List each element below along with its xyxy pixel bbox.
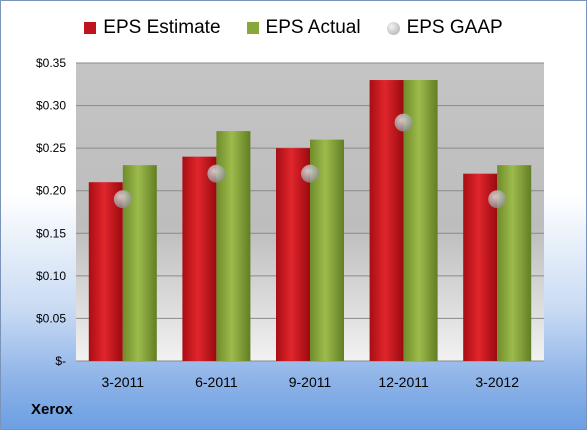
- legend-label-actual: EPS Actual: [265, 17, 361, 38]
- y-tick-label: $0.05: [36, 311, 66, 325]
- y-tick-label: $0.20: [36, 184, 66, 198]
- legend-label-gaap: EPS GAAP: [406, 17, 503, 38]
- x-tick-label: 6-2011: [195, 374, 238, 390]
- y-tick-label: $0.10: [36, 269, 66, 283]
- bars: [88, 80, 532, 362]
- y-tick-label: $0.25: [36, 141, 66, 155]
- x-axis-labels: 3-2011 6-2011 9-2011 12-2011 3-2012: [102, 374, 520, 390]
- bar-eps-estimate: [88, 182, 123, 361]
- legend-swatch-actual: [246, 22, 259, 34]
- marker-eps-gaap: [301, 164, 319, 183]
- marker-eps-gaap: [113, 190, 132, 209]
- marker-eps-gaap: [394, 113, 413, 132]
- y-tick-label: $0.35: [36, 56, 66, 70]
- x-tick-label: 9-2011: [289, 374, 332, 390]
- legend: EPS Estimate EPS Actual EPS GAAP: [1, 17, 586, 39]
- legend-swatch-estimate: [84, 22, 97, 34]
- legend-item-gaap: EPS GAAP: [386, 17, 503, 39]
- legend-swatch-gaap: [386, 21, 400, 35]
- y-tick-label: $0.15: [36, 226, 66, 240]
- bar-eps-estimate: [276, 148, 310, 361]
- x-tick-label: 3-2011: [102, 374, 145, 390]
- legend-label-estimate: EPS Estimate: [103, 17, 221, 38]
- x-tick-label: 3-2012: [475, 374, 519, 390]
- company-name: Xerox: [31, 401, 73, 418]
- legend-item-actual: EPS Actual: [246, 17, 361, 39]
- legend-item-estimate: EPS Estimate: [84, 17, 221, 39]
- marker-eps-gaap: [488, 190, 507, 209]
- y-tick-label: $0.30: [36, 99, 66, 113]
- gaap-markers: [113, 113, 507, 209]
- bar-eps-actual: [216, 131, 251, 361]
- y-axis-labels: $- $0.05 $0.10 $0.15 $0.20 $0.25 $0.30 $0.35: [36, 56, 66, 368]
- y-tick-label: $-: [55, 354, 66, 368]
- x-tick-label: 12-2011: [378, 374, 429, 390]
- marker-eps-gaap: [207, 164, 226, 183]
- bar-eps-estimate: [182, 156, 217, 361]
